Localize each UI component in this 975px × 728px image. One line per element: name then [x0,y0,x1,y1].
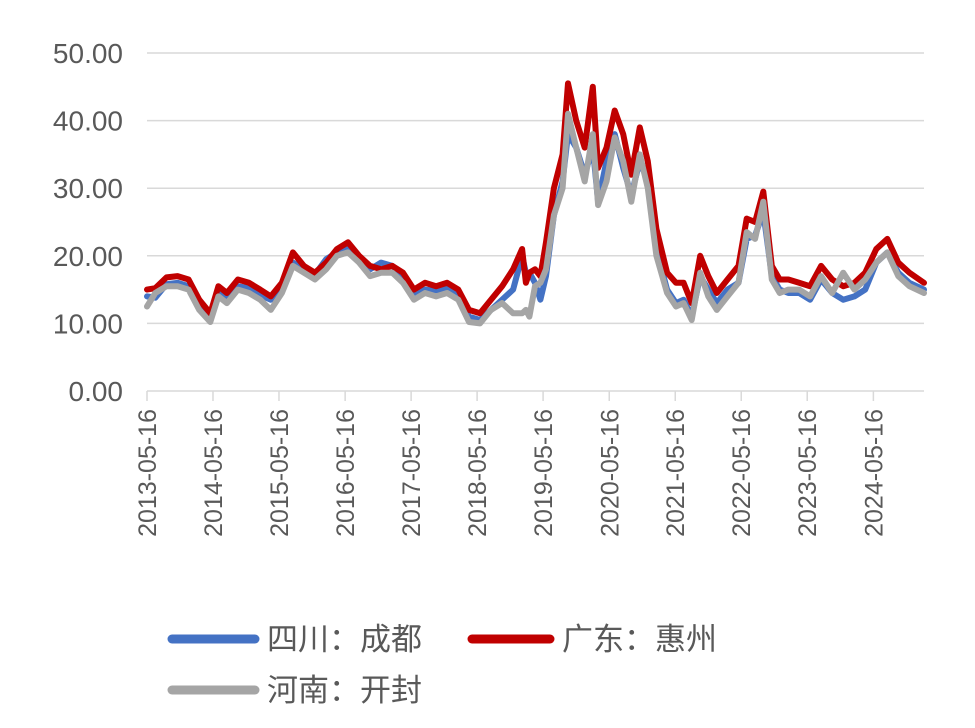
y-tick-label: 20.00 [53,241,123,272]
y-tick-label: 0.00 [69,376,124,407]
series-line-2 [144,80,927,317]
x-tick-label: 2024-05-16 [860,409,888,537]
x-tick-label: 2019-05-16 [530,409,558,537]
y-axis: 0.00 10.00 20.00 30.00 40.00 50.00 [53,38,123,407]
legend-label-2: 广东：惠州 [562,622,717,658]
y-tick-label: 30.00 [53,173,123,204]
x-tick-label: 2022-05-16 [728,409,756,537]
legend-label-1: 四川：成都 [267,622,422,658]
legend-label-3: 河南：开封 [267,673,422,709]
x-tick-label: 2016-05-16 [332,409,360,537]
x-tick-label: 2021-05-16 [662,409,690,537]
x-tick-label: 2018-05-16 [464,409,492,537]
y-tick-label: 10.00 [53,308,123,339]
x-tick-label: 2017-05-16 [398,409,426,537]
x-tick-label: 2015-05-16 [266,409,294,537]
series-line-3 [144,110,927,327]
x-tick-label: 2023-05-16 [794,409,822,537]
gridlines [147,52,924,325]
x-axis: 2013-05-16 2014-05-16 2015-05-16 2016-05-16… [134,390,924,537]
x-tick-label: 2020-05-16 [596,409,624,537]
x-tick-label: 2013-05-16 [134,409,162,537]
y-tick-label: 50.00 [53,38,123,69]
series-lines [144,80,927,327]
x-tick-label: 2014-05-16 [200,409,228,537]
y-tick-label: 40.00 [53,106,123,137]
